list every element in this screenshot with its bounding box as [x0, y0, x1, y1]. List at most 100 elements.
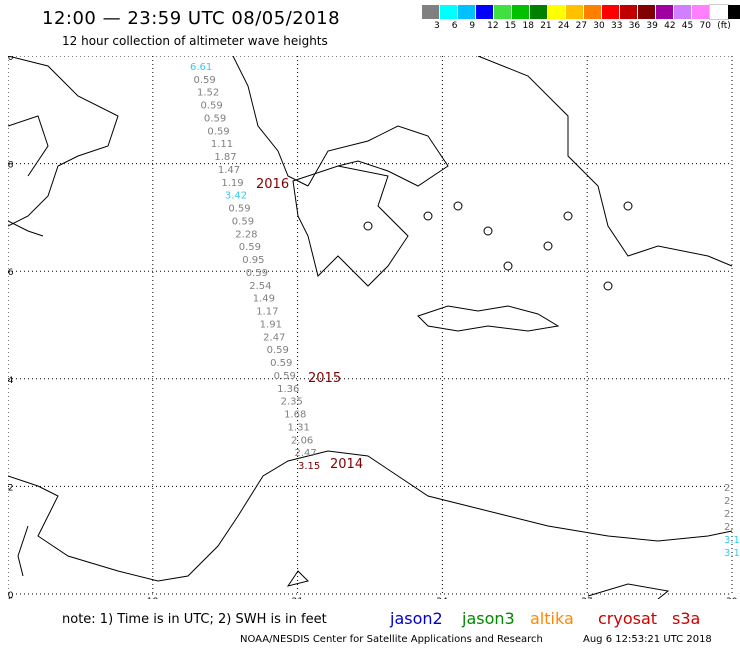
wave-height-label: 1.19 [221, 178, 243, 189]
pass-time-label: 2015 [308, 371, 341, 386]
edge-wave-height-label: 2 [724, 483, 730, 494]
longitude-label: 18 [147, 597, 159, 599]
wave-height-label: 0.59 [204, 113, 226, 124]
color-scale-swatch [602, 5, 620, 19]
wave-height-label: 1.87 [214, 152, 236, 163]
footer-note: note: 1) Time is in UTC; 2) SWH is in fe… [62, 612, 327, 627]
latitude-label: 32 [8, 483, 13, 493]
wave-height-label: 0.59 [246, 268, 268, 279]
latitude-label: 40 [8, 56, 14, 63]
longitude-label: 15 [8, 597, 13, 599]
color-scale-labels: 3 6 9 12 15 18 21 24 27 30 33 36 39 42 45 70 (ft) [422, 21, 740, 33]
map-subtitle: 12 hour collection of altimeter wave hei… [62, 34, 328, 48]
satellite-name-altika: altika [530, 609, 574, 628]
color-scale-swatch [656, 5, 674, 19]
latitude-label: 36 [8, 268, 14, 278]
color-scale-label: 9 [469, 21, 476, 31]
wave-height-label: 0.59 [267, 345, 289, 356]
wave-height-label: 2.28 [235, 229, 257, 240]
wave-height-label: 0.59 [232, 216, 254, 227]
wave-height-label: 0.59 [200, 101, 222, 112]
island [423, 211, 433, 221]
coastline [477, 56, 733, 267]
longitude-label: 24 [436, 597, 448, 599]
color-scale-label: 27 [575, 21, 588, 31]
island [603, 281, 613, 291]
color-scale-label: 6 [451, 21, 458, 31]
color-scale-label: 24 [557, 21, 570, 31]
wave-height-label: 0.95 [242, 255, 264, 266]
color-scale-label: 45 [681, 21, 694, 31]
map-title: 12:00 — 23:59 UTC 08/05/2018 [42, 8, 341, 29]
color-scale-swatch [692, 5, 710, 19]
wave-height-label: 1.11 [211, 139, 233, 150]
pass-time-label: 2016 [256, 177, 289, 192]
island [563, 211, 573, 221]
longitude-label: 30 [726, 597, 738, 599]
coastline [307, 125, 449, 187]
coastline [17, 525, 29, 577]
latitude-label: 30 [8, 591, 14, 599]
color-scale-swatch [530, 5, 548, 19]
longitude-label: 27 [581, 597, 592, 599]
color-scale-label: 36 [628, 21, 641, 31]
wave-height-label: 0.59 [207, 126, 229, 137]
color-scale-swatch [620, 5, 638, 19]
wave-height-label: 2.54 [249, 281, 271, 292]
wave-height-label: 1.91 [260, 319, 282, 330]
color-scale-swatch [440, 5, 458, 19]
color-scale-swatch [512, 5, 530, 19]
coastline [417, 305, 560, 332]
satellite-name-jason3: jason3 [462, 609, 515, 628]
edge-wave-height-label: 3.1 [724, 535, 740, 546]
color-scale-swatch [476, 5, 494, 19]
color-scale-swatch [674, 5, 692, 19]
wave-height-label: 0.59 [239, 242, 261, 253]
latitude-label: 38 [8, 161, 14, 171]
coastline [8, 450, 733, 582]
wave-height-label: 0.59 [270, 358, 292, 369]
color-scale-label: 21 [540, 21, 552, 31]
wave-height-label: 1.68 [284, 410, 306, 421]
color-scale-swatch [709, 4, 729, 20]
color-scale [422, 4, 740, 20]
island [453, 201, 463, 211]
color-scale-swatch [422, 5, 440, 19]
coastline [8, 56, 119, 227]
wave-height-label: 1.31 [288, 422, 310, 433]
color-scale-label: (ft) [717, 21, 731, 31]
edge-wave-height-label: 3.1 [724, 548, 740, 559]
color-scale-swatch [638, 5, 656, 19]
color-scale-label: 70 [699, 21, 711, 31]
color-scale-swatch [728, 5, 740, 19]
island [483, 226, 493, 236]
generated-timestamp: Aug 6 12:53:21 UTC 2018 [583, 634, 712, 645]
island [623, 201, 633, 211]
color-scale-label: 33 [611, 21, 623, 31]
wave-height-label: 6.61 [190, 62, 212, 73]
island [503, 261, 513, 271]
satellite-name-s3a: s3a [672, 609, 701, 628]
wave-height-label: 1.52 [197, 88, 219, 99]
wave-height-label: 3.15 [298, 461, 320, 472]
color-scale-swatch [458, 5, 476, 19]
wave-height-label: 1.17 [256, 307, 278, 318]
edge-wave-height-label: 2 [724, 509, 730, 520]
color-scale-label: 18 [522, 21, 534, 31]
color-scale-swatch [548, 5, 566, 19]
wave-height-label: 1.47 [218, 165, 240, 176]
credit-text: NOAA/NESDIS Center for Satellite Applica… [240, 634, 543, 645]
wave-height-label: 0.59 [228, 204, 250, 215]
latitude-label: 34 [8, 376, 14, 386]
wave-height-label: 1.36 [277, 384, 299, 395]
wave-height-label: 2.47 [263, 332, 285, 343]
pass-time-label: 2014 [330, 457, 363, 472]
island [363, 221, 373, 231]
coastline [286, 570, 309, 587]
satellite-name-cryosat: cryosat [598, 609, 658, 628]
wave-height-label: 0.59 [274, 371, 296, 382]
wave-height-label: 1.49 [253, 294, 275, 305]
wave-height-label: 2.35 [281, 397, 303, 408]
coastline [232, 56, 309, 187]
wave-height-label: 2.06 [291, 435, 313, 446]
